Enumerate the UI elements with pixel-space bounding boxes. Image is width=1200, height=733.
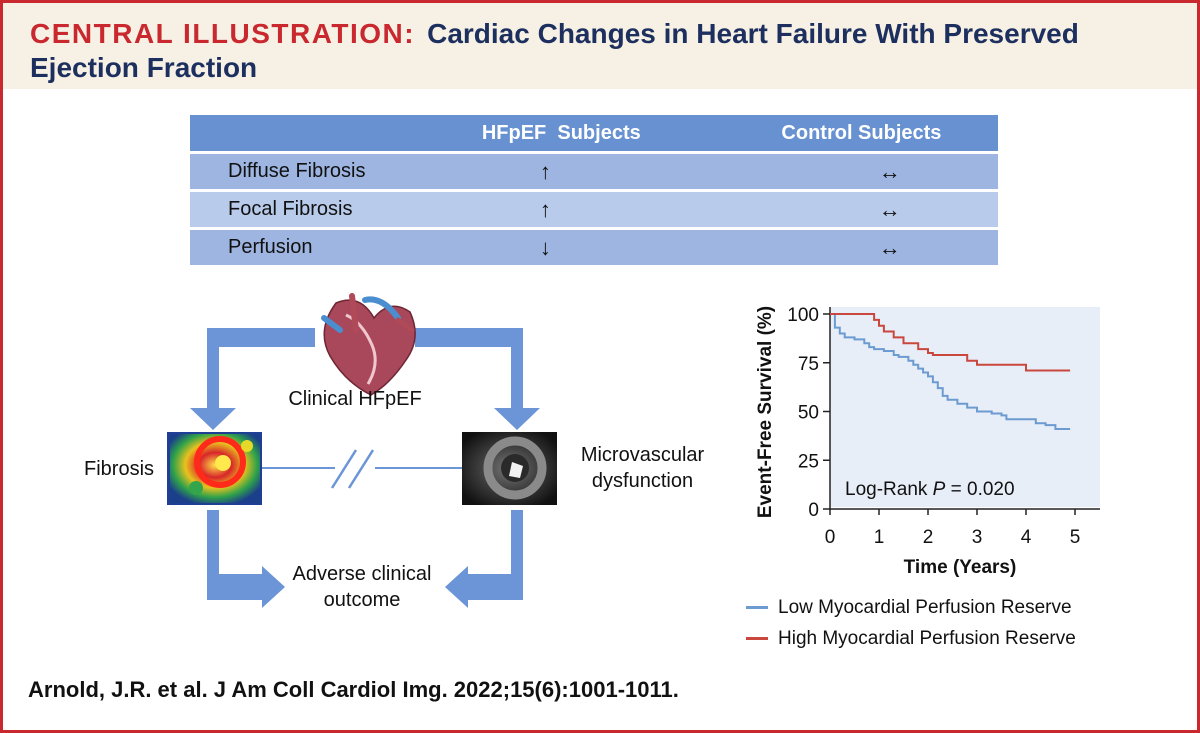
survival-chart: 0 25 50 75 100 0 1 2 3 4 5 Event-Free Survival (%… [755,305,1100,578]
clinical-hfpef-label: Clinical HFpEF [288,388,422,410]
chart-legend: Low Myocardial Perfusion Reserve High My… [746,592,1076,654]
hfpef-change: ↑ [481,192,782,227]
title-text: Cardiac Changes in Heart Failure With Pr… [30,18,1079,83]
x-tick-label: 4 [1021,527,1032,548]
arrow-microvascular-to-outcome [445,510,523,608]
page-title: CENTRAL ILLUSTRATION: Cardiac Changes in … [30,17,1190,85]
fibrosis-map-image [167,432,262,505]
y-axis-label: Event-Free Survival (%) [755,306,776,518]
legend-swatch-low [746,606,768,609]
x-tick-label: 0 [825,527,836,548]
arrow-to-microvascular [415,328,540,430]
table-header-control: Control Subjects [781,115,998,151]
table-row: Diffuse Fibrosis ↑ ↔ [190,154,998,189]
microvascular-label: Microvascular dysfunction [580,444,705,492]
y-tick-label: 75 [798,354,819,375]
fibrosis-label: Fibrosis [84,458,155,480]
y-tick-label: 100 [787,305,819,326]
legend-item-low: Low Myocardial Perfusion Reserve [746,592,1076,623]
series-line-low [830,313,1071,431]
heart-icon [321,293,416,396]
table-row: Focal Fibrosis ↑ ↔ [190,192,998,227]
x-tick-label: 5 [1070,527,1081,548]
x-tick-label: 1 [874,527,885,548]
header-band: CENTRAL ILLUSTRATION: Cardiac Changes in … [3,3,1197,89]
x-axis-label: Time (Years) [904,557,1017,578]
citation: Arnold, J.R. et al. J Am Coll Cardiol Im… [28,677,679,702]
arrow-fibrosis-to-outcome [207,510,285,608]
logrank-annotation: Log-Rank P = 0.020 [845,479,1015,500]
table-header-row: HFpEF Subjects Control Subjects [190,115,998,151]
findings-table: HFpEF Subjects Control Subjects Diffuse … [190,112,998,268]
hfpef-change: ↓ [481,230,782,265]
pathway-diagram [167,293,557,608]
series-line-high [830,313,1071,372]
control-change: ↔ [781,230,998,265]
y-tick-label: 25 [798,451,819,472]
row-label: Focal Fibrosis [190,192,482,227]
break-slash-icon [347,449,375,489]
x-tick-label: 2 [923,527,934,548]
row-label: Perfusion [190,230,482,265]
legend-item-high: High Myocardial Perfusion Reserve [746,623,1076,654]
legend-label-low: Low Myocardial Perfusion Reserve [778,596,1072,618]
plot-area [830,307,1100,507]
y-tick-label: 0 [808,500,819,521]
x-tick-label: 3 [972,527,983,548]
table-header-hfpef: HFpEF Subjects [481,115,782,151]
legend-swatch-high [746,637,768,640]
control-change: ↔ [781,154,998,189]
hfpef-change: ↑ [481,154,782,189]
outcome-label: Adverse clinical outcome [292,563,432,611]
row-label: Diffuse Fibrosis [190,154,482,189]
arrow-to-fibrosis [190,328,315,430]
table-header-empty [190,115,482,151]
table-row: Perfusion ↓ ↔ [190,230,998,265]
control-change: ↔ [781,192,998,227]
title-lead: CENTRAL ILLUSTRATION: [30,18,416,49]
legend-label-high: High Myocardial Perfusion Reserve [778,627,1076,649]
break-slash-icon [330,449,358,489]
perfusion-mri-image [462,432,557,505]
y-tick-label: 50 [798,403,819,424]
